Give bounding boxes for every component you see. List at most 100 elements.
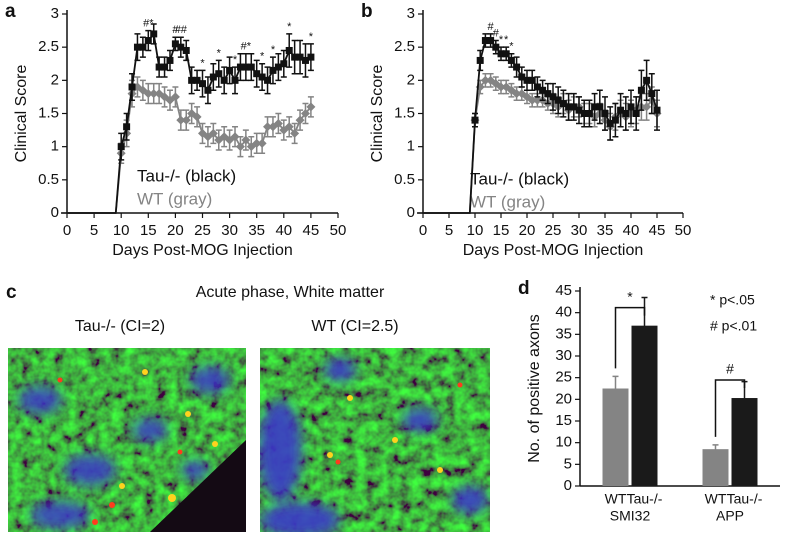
annotation: * — [233, 54, 238, 66]
x-tick-label: 45 — [649, 222, 666, 239]
y-tick-label: 1 — [51, 138, 59, 155]
y-tick-label: 0.5 — [394, 171, 415, 188]
marker — [208, 128, 218, 138]
marker — [648, 90, 656, 98]
marker — [166, 56, 174, 64]
y-axis-label: Clinical Score — [13, 64, 30, 162]
marker — [497, 50, 505, 58]
marker — [220, 76, 228, 84]
x-tick-label: APP — [716, 508, 744, 524]
annotation: * — [200, 57, 205, 69]
x-tick-label: 35 — [248, 222, 265, 239]
marker — [269, 66, 277, 74]
marker — [242, 63, 250, 71]
marker — [506, 85, 516, 95]
y-tick-label: 25 — [555, 369, 572, 386]
marker — [280, 60, 288, 68]
x-tick-label: 10 — [113, 222, 130, 239]
x-axis-label: Days Post-MOG Injection — [463, 242, 644, 259]
y-tick-label: 0 — [564, 477, 572, 494]
significance-bracket — [614, 306, 646, 369]
significance-bracket — [714, 379, 746, 437]
marker — [252, 138, 262, 148]
annotation: # — [172, 24, 179, 36]
marker — [513, 63, 521, 71]
x-tick-label: 20 — [519, 222, 536, 239]
marker — [123, 123, 131, 131]
marker — [192, 112, 202, 122]
marker — [264, 76, 272, 84]
marker — [226, 66, 234, 74]
annotation: * — [287, 21, 292, 33]
annotation: # — [493, 27, 500, 39]
error-bar — [612, 375, 619, 402]
marker — [300, 109, 310, 118]
marker — [642, 102, 652, 112]
annotation: ## — [175, 24, 188, 36]
micrograph — [260, 348, 490, 532]
legend-label: WT (gray) — [470, 192, 545, 211]
series-label: WT — [705, 491, 727, 507]
marker — [301, 56, 309, 64]
y-tick-label: 35 — [555, 325, 572, 342]
marker — [181, 115, 191, 125]
marker — [128, 83, 136, 91]
marker — [284, 122, 294, 132]
series-label: Tau-/- — [727, 491, 763, 507]
x-tick-label: 15 — [140, 222, 157, 239]
annotation: #* — [143, 17, 154, 29]
marker — [617, 106, 625, 114]
marker — [575, 106, 583, 114]
bar — [602, 388, 629, 486]
y-tick-label: 15 — [555, 412, 572, 429]
marker — [570, 103, 578, 111]
marker — [273, 118, 283, 128]
marker — [150, 30, 158, 38]
x-tick-label: 45 — [303, 222, 320, 239]
marker — [554, 96, 562, 104]
marker — [235, 142, 245, 152]
marker — [653, 106, 661, 114]
y-tick-label: 2.5 — [38, 38, 59, 55]
marker — [518, 73, 526, 81]
marker — [307, 53, 315, 61]
marker — [117, 143, 125, 151]
error-bar — [712, 444, 719, 455]
micrograph — [8, 348, 246, 532]
marker — [585, 110, 593, 117]
y-tick-label: 2 — [407, 71, 415, 88]
y-tick-label: 1 — [407, 138, 415, 155]
y-tick-label: 40 — [555, 304, 572, 321]
marker — [476, 56, 484, 64]
y-tick-label: 3 — [51, 5, 59, 22]
marker — [480, 75, 490, 85]
marker — [182, 46, 190, 54]
marker — [170, 92, 180, 102]
marker — [155, 63, 163, 71]
marker — [171, 40, 179, 48]
marker — [507, 56, 515, 64]
x-tick-label: 40 — [623, 222, 640, 239]
marker — [627, 103, 635, 111]
y-tick-label: 45 — [555, 282, 572, 299]
marker — [295, 115, 305, 125]
y-axis-label: No. of positive axons — [526, 314, 543, 463]
x-tick-label: 10 — [467, 222, 484, 239]
marker — [544, 90, 552, 98]
marker — [176, 115, 186, 125]
x-tick-label: 0 — [419, 222, 427, 239]
marker — [606, 119, 614, 127]
marker — [523, 76, 531, 84]
marker — [285, 46, 293, 54]
series-label: Tau-/- — [627, 491, 663, 507]
legend-label: Tau-/- (black) — [137, 166, 236, 185]
annotation: * — [260, 51, 265, 63]
marker — [263, 122, 273, 132]
y-tick-label: 5 — [564, 455, 572, 472]
marker — [257, 138, 267, 148]
x-tick-label: SMI32 — [610, 508, 651, 524]
annotation: * — [504, 34, 509, 46]
marker — [143, 89, 153, 99]
note: # p<.01 — [710, 318, 757, 334]
panel-title: Acute phase, White matter — [196, 284, 385, 301]
